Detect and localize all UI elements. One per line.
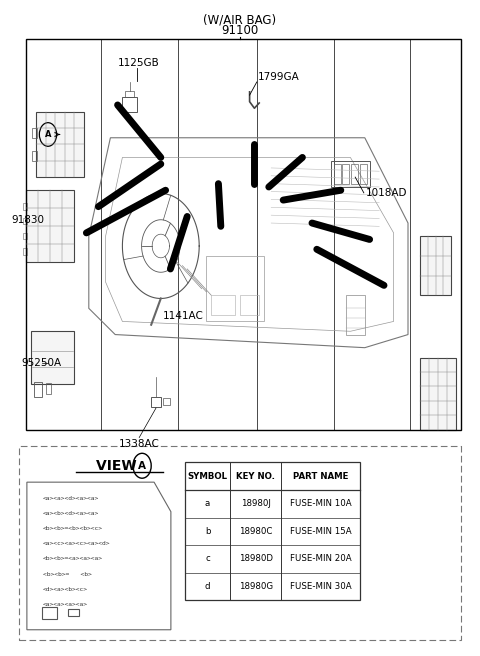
Text: 1799GA: 1799GA (258, 72, 300, 83)
Text: 18980D: 18980D (239, 554, 273, 564)
Text: FUSE-MIN 10A: FUSE-MIN 10A (289, 499, 351, 508)
Text: 95250A: 95250A (22, 358, 62, 368)
Bar (23, 218, 27, 224)
Bar (122, 97, 137, 112)
Bar (23, 248, 27, 255)
Text: 18980C: 18980C (239, 527, 272, 536)
Bar (32, 151, 37, 161)
Text: <d><a><b><c>: <d><a><b><c> (43, 586, 88, 592)
Bar (125, 91, 134, 97)
Text: a: a (205, 499, 210, 508)
Text: 1018AD: 1018AD (366, 188, 407, 198)
Bar (36, 112, 84, 177)
Text: 91100: 91100 (221, 24, 259, 37)
Bar (420, 236, 451, 295)
Text: A: A (45, 130, 51, 139)
Text: KEY NO.: KEY NO. (236, 472, 275, 481)
Bar (346, 295, 365, 335)
Text: <b><b>=<a><a><a>: <b><b>=<a><a><a> (43, 556, 103, 562)
Text: FUSE-MIN 30A: FUSE-MIN 30A (289, 582, 351, 591)
Text: d: d (205, 582, 210, 591)
Bar (206, 256, 264, 321)
Bar (31, 331, 74, 384)
Text: FUSE-MIN 20A: FUSE-MIN 20A (289, 554, 351, 564)
Bar (351, 164, 358, 184)
Text: FUSE-MIN 15A: FUSE-MIN 15A (289, 527, 351, 536)
Text: SYMBOL: SYMBOL (188, 472, 228, 481)
Bar (342, 164, 349, 184)
Text: 1141AC: 1141AC (163, 311, 204, 321)
Text: 91830: 91830 (11, 215, 44, 225)
Text: 1338AC: 1338AC (119, 439, 160, 449)
Text: <a><b><d><a><a>: <a><b><d><a><a> (43, 511, 99, 516)
Bar (34, 382, 42, 397)
Text: 18980G: 18980G (239, 582, 273, 591)
Text: 18980J: 18980J (240, 499, 271, 508)
Bar (26, 39, 461, 430)
Text: (W/AIR BAG): (W/AIR BAG) (204, 13, 276, 26)
Bar (163, 398, 170, 405)
Bar (19, 446, 461, 640)
Text: <b><b>=   <b>: <b><b>= <b> (43, 571, 92, 577)
Bar (334, 164, 341, 184)
Bar (32, 128, 37, 138)
Text: VIEW: VIEW (96, 459, 142, 473)
Bar (185, 462, 360, 600)
Bar (151, 397, 161, 407)
Bar (420, 358, 456, 430)
Text: <a><a><a><a>: <a><a><a><a> (43, 602, 88, 607)
Bar (26, 190, 74, 262)
Text: <a><a><d><a><a>: <a><a><d><a><a> (43, 496, 99, 501)
Text: <a><c><a><c><a><d>: <a><c><a><c><a><d> (43, 541, 111, 546)
Text: 1125GB: 1125GB (118, 58, 160, 68)
Text: <b><b>=<b><b><c>: <b><b>=<b><b><c> (43, 526, 103, 531)
Bar (211, 295, 235, 315)
Bar (331, 161, 370, 187)
Bar (46, 383, 51, 394)
Text: c: c (205, 554, 210, 564)
Text: A: A (138, 461, 146, 471)
Bar (240, 295, 259, 315)
Bar (23, 203, 27, 210)
Bar (68, 609, 79, 616)
Bar (23, 233, 27, 239)
Text: b: b (205, 527, 210, 536)
Bar (360, 164, 367, 184)
Bar (42, 607, 57, 619)
Text: PART NAME: PART NAME (293, 472, 348, 481)
